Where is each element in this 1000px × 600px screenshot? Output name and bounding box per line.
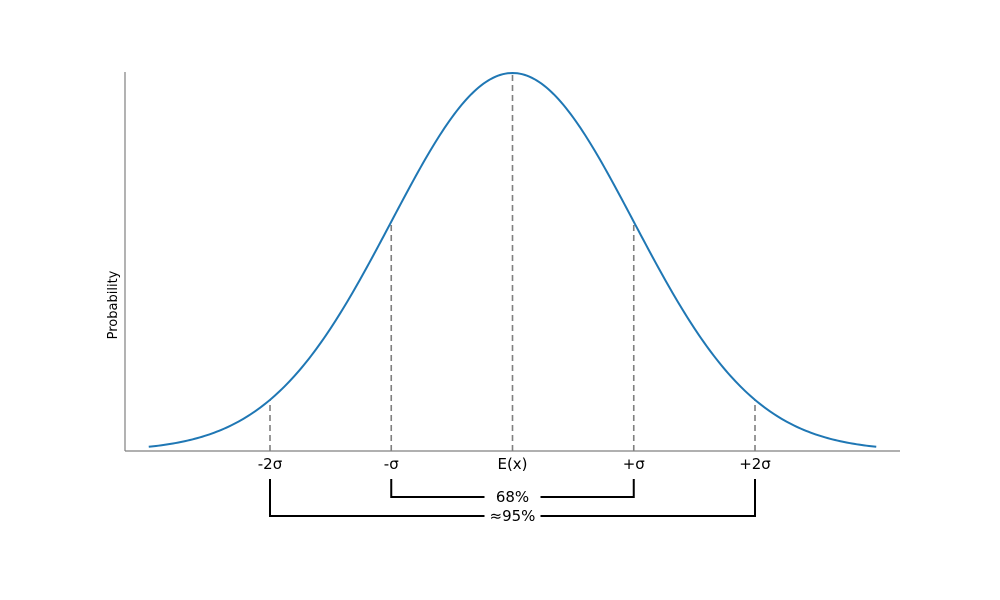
- x-tick-label: +σ: [623, 455, 646, 473]
- x-tick-label: E(x): [497, 455, 527, 473]
- percentage-brackets: 68%≈95%: [269, 479, 756, 525]
- x-tick-label: -σ: [384, 455, 399, 473]
- x-tick-labels: -2σ -σ E(x) +σ +2σ: [258, 455, 772, 473]
- series-line-normal-curve: [148, 71, 877, 448]
- bracket-label: ≈95%: [490, 507, 536, 525]
- bracket-line: [269, 479, 756, 517]
- bracket-label: 68%: [496, 488, 529, 506]
- bracket-line: [390, 479, 635, 498]
- y-axis-label: Probability: [106, 270, 121, 339]
- sigma-guide-lines: [269, 73, 756, 451]
- x-tick-label: +2σ: [739, 455, 771, 473]
- x-tick-label: -2σ: [258, 455, 283, 473]
